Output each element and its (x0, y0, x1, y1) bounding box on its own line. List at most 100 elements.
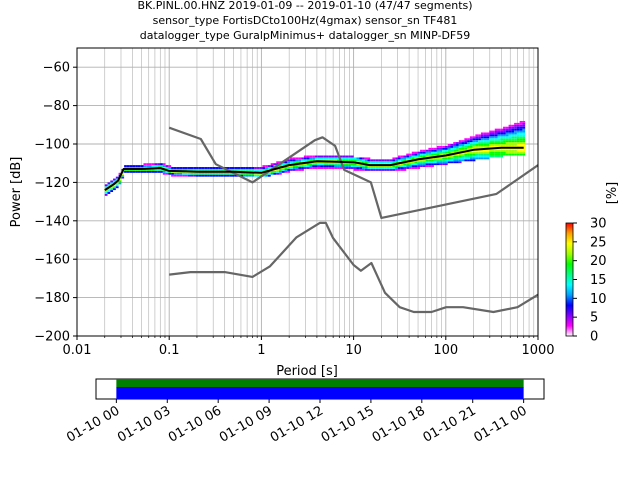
heatmap-cell (317, 165, 321, 168)
heatmap-cell (428, 163, 432, 166)
heatmap-cell (483, 134, 487, 137)
heatmap-cell (395, 161, 398, 164)
heatmap-cell (511, 153, 515, 156)
heatmap-cell (478, 140, 481, 143)
heatmap-cell (110, 182, 114, 185)
heatmap-cell (331, 159, 335, 162)
heatmap-cell (337, 159, 340, 162)
heatmap-cell (491, 149, 495, 152)
heatmap-cell (486, 132, 490, 135)
heatmap-cell (350, 159, 354, 162)
heatmap-cell (420, 149, 423, 152)
heatmap-cell (458, 142, 462, 144)
coverage-fill-top (116, 379, 524, 387)
heatmap-cell (165, 170, 169, 173)
heatmap-cell (453, 145, 457, 148)
heatmap-cell (154, 168, 158, 171)
heatmap-cell (215, 167, 219, 169)
heatmap-cell (447, 159, 451, 162)
heatmap-cell (472, 136, 476, 139)
heatmap-cell (132, 165, 136, 168)
heatmap-cell (176, 172, 180, 175)
heatmap-cell (522, 140, 526, 143)
heatmap-cell (110, 190, 114, 192)
heatmap-cell (149, 170, 152, 173)
heatmap-cell (317, 157, 321, 160)
heatmap-cell (483, 136, 487, 139)
heatmap-cell (201, 167, 205, 169)
heatmap-cell (107, 192, 111, 194)
heatmap-cell (478, 157, 481, 160)
heatmap-cell (516, 128, 520, 131)
heatmap-cell (472, 144, 476, 146)
heatmap-cell (439, 157, 443, 160)
heatmap-cell (353, 167, 357, 169)
heatmap-cell (298, 157, 302, 160)
heatmap-cell (469, 138, 473, 141)
heatmap-cell (245, 174, 249, 177)
heatmap-cell (431, 147, 434, 150)
heatmap-cell (522, 145, 526, 148)
heatmap-cell (334, 165, 338, 168)
heatmap-cell (129, 165, 133, 168)
heatmap-cell (171, 167, 174, 169)
heatmap-cell (483, 144, 487, 146)
heatmap-cell (386, 161, 390, 164)
heatmap-cell (179, 168, 183, 171)
heatmap-cell (395, 157, 398, 160)
heatmap-cell (118, 178, 122, 181)
heatmap-cell (165, 167, 169, 169)
heatmap-cell (267, 174, 271, 177)
heatmap-cell (193, 174, 197, 177)
heatmap-cell (458, 140, 462, 143)
heatmap-cell (237, 168, 241, 171)
heatmap-cell (461, 140, 465, 143)
heatmap-cell (511, 144, 515, 146)
heatmap-cell (428, 165, 432, 168)
heatmap-cell (442, 163, 445, 166)
heatmap-cell (367, 168, 371, 171)
heatmap-cell (314, 155, 318, 158)
colorbar-tick-label: 20 (590, 254, 607, 269)
heatmap-cell (417, 163, 421, 166)
heatmap-cell (428, 147, 432, 150)
heatmap-cell (361, 161, 365, 164)
heatmap-cell (359, 157, 362, 160)
heatmap-cell (467, 153, 470, 156)
heatmap-cell (497, 142, 501, 144)
heatmap-cell (500, 128, 504, 131)
heatmap-cell (270, 170, 274, 173)
heatmap-cell (425, 151, 429, 154)
heatmap-cell (514, 153, 517, 156)
heatmap-cell (337, 167, 340, 169)
heatmap-cell (406, 155, 410, 158)
heatmap-cell (231, 174, 235, 177)
heatmap-cell (450, 147, 454, 150)
heatmap-cell (436, 161, 440, 164)
heatmap-cell (248, 168, 252, 171)
heatmap-cell (312, 167, 315, 169)
heatmap-cell (464, 145, 468, 148)
heatmap-cell (472, 142, 476, 144)
heatmap-cell (480, 136, 484, 139)
heatmap-cell (409, 157, 412, 160)
heatmap-cell (483, 138, 487, 141)
heatmap-cell (320, 157, 324, 160)
time-tick-label: 01-10 00 (64, 403, 122, 445)
heatmap-cell (472, 159, 476, 162)
heatmap-cell (458, 147, 462, 150)
heatmap-cell (478, 144, 481, 146)
heatmap-cell (461, 142, 465, 144)
heatmap-cell (179, 172, 183, 175)
heatmap-cell (444, 155, 448, 158)
heatmap-cell (483, 151, 487, 154)
heatmap-cell (251, 168, 255, 171)
heatmap-cell (469, 140, 473, 143)
heatmap-cell (472, 157, 476, 160)
heatmap-cell (306, 157, 310, 160)
heatmap-cell (309, 155, 313, 158)
heatmap-cell (392, 168, 396, 171)
heatmap-cell (339, 167, 343, 169)
heatmap-cell (162, 170, 166, 173)
